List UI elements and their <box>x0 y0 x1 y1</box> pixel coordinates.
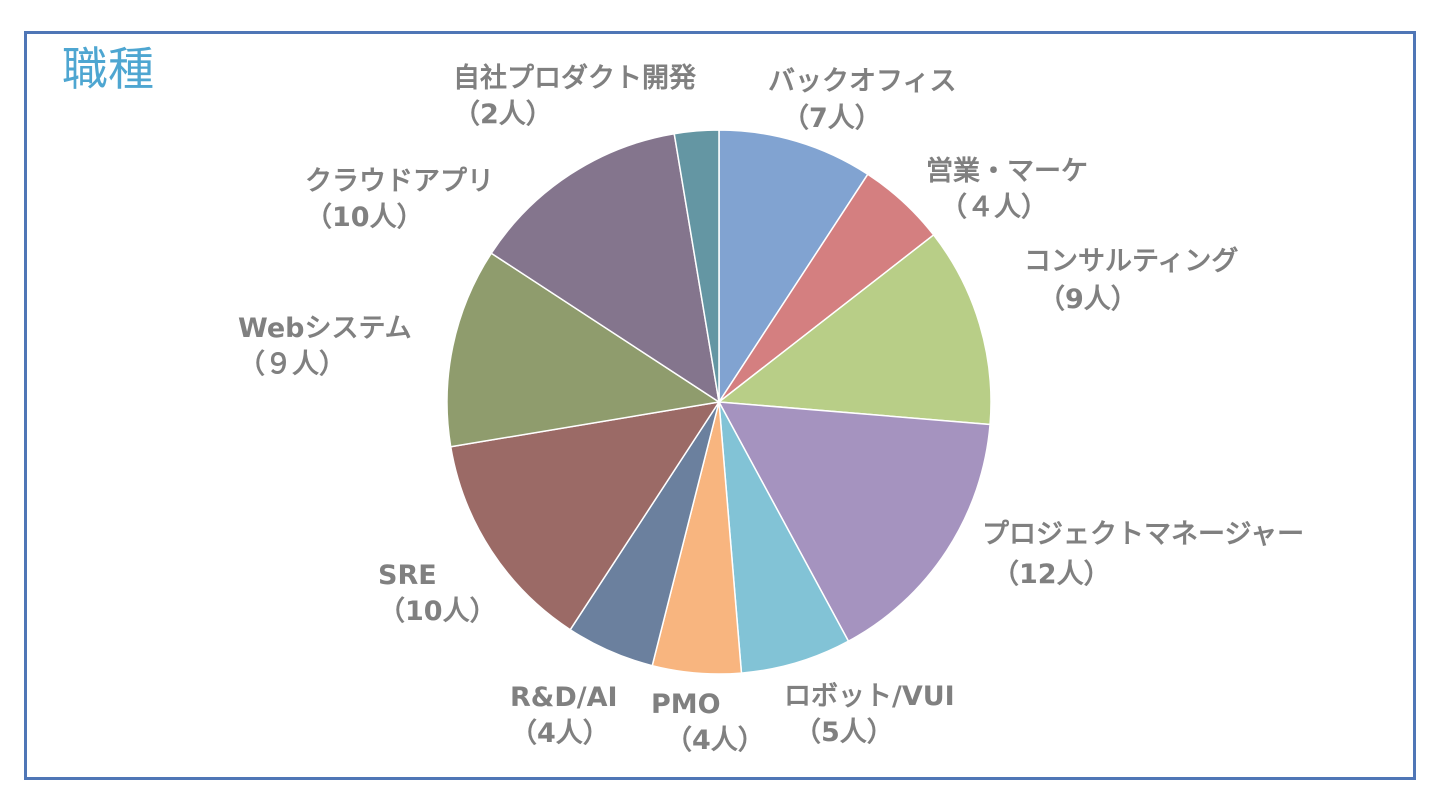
pie-slice <box>717 233 992 426</box>
slice-label-name: プロジェクトマネージャー <box>982 519 1304 550</box>
slice-label-name: 営業・マーケ <box>926 155 1088 187</box>
pie-slice <box>446 252 722 448</box>
slice-label-name: ロボット/VUI <box>784 681 955 712</box>
pie-slice <box>717 401 991 643</box>
pie-slice <box>673 129 720 403</box>
slice-label-value: （7人） <box>782 103 882 134</box>
slice-label-value: （10人） <box>305 202 424 233</box>
pie-slice <box>490 132 721 404</box>
slice-label-value: （2人） <box>453 99 553 130</box>
slice-label-name: R&D/AI <box>510 682 618 713</box>
pie-slice <box>449 400 721 631</box>
slice-label-value: （９人） <box>238 349 346 380</box>
slice-label-name: クラウドアプリ <box>305 166 494 197</box>
slice-label-value: （9人） <box>1038 284 1138 315</box>
pie-slice <box>718 401 850 674</box>
slice-label-name: コンサルティング <box>1024 245 1238 277</box>
slice-label-name: バックオフィス <box>768 66 956 97</box>
slice-label-name: SRE <box>378 560 437 591</box>
slice-label-name: 自社プロダクト開発 <box>453 62 697 94</box>
slice-label-value: （10人） <box>378 596 497 627</box>
slice-label-value: （12人） <box>992 559 1111 590</box>
slice-label-name: Webシステム <box>238 313 412 344</box>
slice-label-name: PMO <box>651 689 721 720</box>
slice-label-value: （4人） <box>665 725 765 756</box>
slice-label-value: （４人） <box>940 192 1048 223</box>
pie-slice <box>718 129 869 405</box>
slice-label-value: （5人） <box>794 717 894 748</box>
chart-title: 職種 <box>62 42 154 96</box>
slice-label-value: （4人） <box>510 718 610 749</box>
